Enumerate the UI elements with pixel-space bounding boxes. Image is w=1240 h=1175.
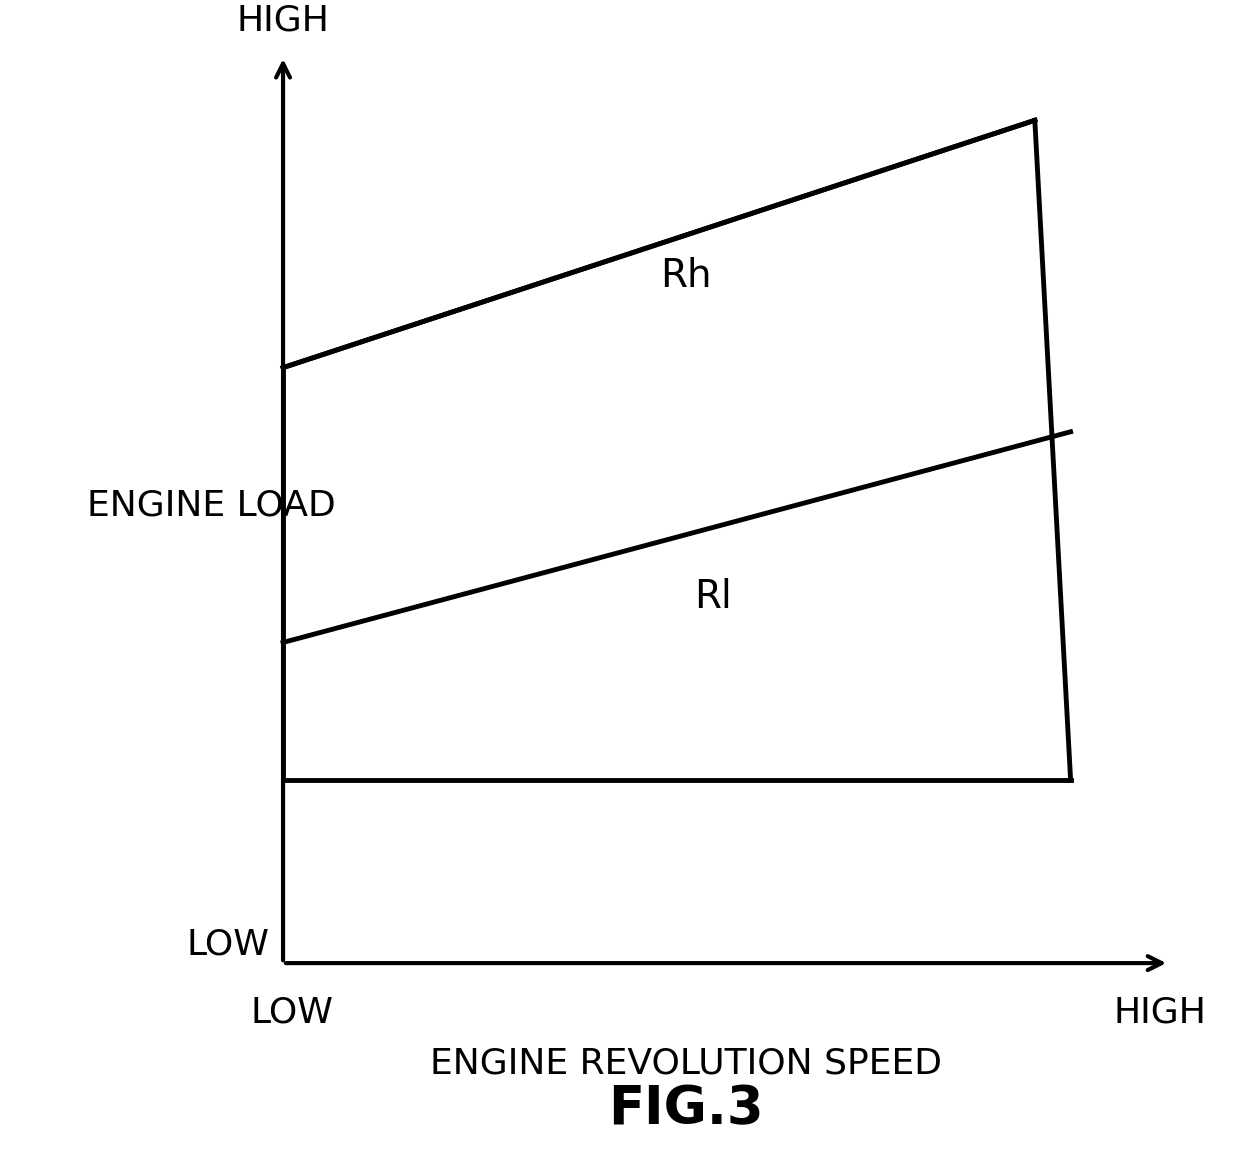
Text: Rh: Rh — [660, 257, 712, 295]
Text: Rl: Rl — [693, 578, 732, 616]
Text: ENGINE LOAD: ENGINE LOAD — [87, 488, 336, 522]
Text: HIGH: HIGH — [237, 4, 330, 38]
Text: FIG.3: FIG.3 — [608, 1083, 764, 1136]
Text: LOW: LOW — [250, 995, 334, 1029]
Text: ENGINE REVOLUTION SPEED: ENGINE REVOLUTION SPEED — [430, 1047, 941, 1081]
Polygon shape — [283, 120, 1070, 643]
Text: LOW: LOW — [186, 928, 269, 962]
Text: HIGH: HIGH — [1114, 995, 1207, 1029]
